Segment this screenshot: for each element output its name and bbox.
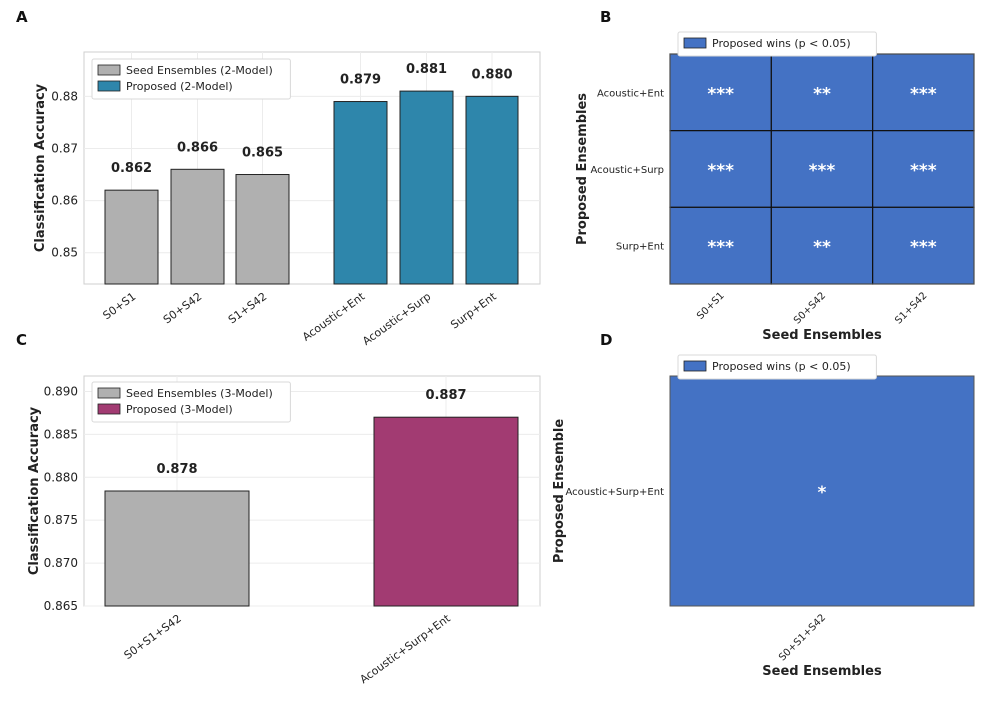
legend-frame [677,354,877,380]
legend: Seed Ensembles (3-Model) Proposed (3-Mode… [91,381,291,423]
x-tick-label: S1+S42 [226,290,269,326]
significance-label: *** [910,161,937,181]
bar-value-label: 0.880 [471,67,512,82]
bar [235,174,290,285]
bar [399,90,454,285]
heatmap-cell [872,206,975,285]
x-tick-label: S1+S42 [893,290,929,326]
significance-label: *** [707,161,734,181]
x-tick-label: S0+S1+S42 [122,612,184,662]
panel-letter: B [600,8,611,26]
significance-label: *** [910,84,937,104]
panel-letter: D [600,331,612,349]
y-axis-label: Proposed Ensembles [575,93,590,245]
legend: Seed Ensembles (2-Model) Proposed (2-Mode… [91,58,291,100]
x-tick-label: Acoustic+Surp [360,290,433,348]
x-tick-label: S0+S1 [101,290,139,322]
bar-value-label: 0.865 [242,146,283,161]
x-tick-label: Acoustic+Surp+Ent [357,612,453,687]
legend-label: Proposed (3-Model) [126,403,233,416]
legend-swatch [97,387,121,399]
y-tick-label: Acoustic+Ent [597,88,664,99]
bar [104,490,250,607]
y-tick-label: Acoustic+Surp+Ent [565,487,664,498]
legend: Proposed wins (p < 0.05) [677,354,877,380]
significance-label: * [818,483,827,503]
significance-label: *** [809,161,836,181]
legend-label: Seed Ensembles (3-Model) [126,387,273,400]
legend-swatch [683,37,707,49]
y-tick-label: 0.86 [51,194,78,208]
bar [104,189,159,285]
legend-label: Seed Ensembles (2-Model) [126,64,273,77]
y-tick-label: 0.885 [44,427,78,441]
legend-swatch [97,403,121,415]
y-tick-label: 0.87 [51,141,78,155]
significance-label: *** [707,238,734,258]
legend-swatch [97,80,121,92]
legend-label: Proposed wins (p < 0.05) [712,360,851,373]
x-tick-label: S0+S1 [695,290,727,322]
heatmap-panel: *** ** ****** *** ****** ** ***Acoustic+EntAco… [575,53,975,343]
x-tick-label: S0+S1+S42 [777,612,828,663]
significance-label: *** [707,84,734,104]
bar [465,95,519,285]
x-tick-label: S0+S42 [161,290,204,326]
bar-value-label: 0.878 [156,462,197,477]
significance-label: ** [813,84,831,104]
y-tick-label: 0.875 [44,513,78,527]
legend: Proposed wins (p < 0.05) [677,31,877,57]
bar [170,168,225,285]
x-tick-label: Acoustic+Ent [300,290,368,344]
x-tick-label: S0+S42 [792,290,828,326]
legend-swatch [683,360,707,372]
panel-letter: C [16,331,27,349]
heatmap-cell [669,206,772,285]
y-tick-label: 0.85 [51,246,78,260]
x-axis-label: Seed Ensembles [762,664,882,679]
bar-value-label: 0.862 [111,161,152,176]
x-tick-label: Surp+Ent [448,290,499,332]
legend-frame [677,31,877,57]
y-axis-label: Classification Accuracy [33,83,48,252]
bar-panel: 0.865 0.870 0.875 0.880 0.885 0.890 0.878 S0+S1… [27,375,541,687]
bar-value-label: 0.887 [425,388,466,403]
legend-frame [91,381,291,423]
bar [333,101,388,285]
legend-frame [91,58,291,100]
significance-label: *** [910,238,937,258]
heatmap-cell [872,130,975,208]
bar-value-label: 0.879 [340,73,381,88]
y-tick-label: 0.880 [44,470,78,484]
y-axis-label: Proposed Ensemble [552,419,567,563]
y-tick-label: 0.890 [44,384,78,398]
legend-label: Proposed (2-Model) [126,80,233,93]
legend-swatch [97,64,121,76]
y-tick-label: 0.870 [44,556,78,570]
panel-letter: A [16,8,28,26]
bar-value-label: 0.881 [406,62,447,77]
y-tick-label: Acoustic+Surp [590,165,664,176]
bar [373,416,519,607]
heatmap-cell [669,130,772,208]
y-axis-label: Classification Accuracy [27,406,42,575]
legend-label: Proposed wins (p < 0.05) [712,37,851,50]
bar-value-label: 0.866 [177,140,218,155]
y-tick-label: 0.865 [44,599,78,613]
significance-label: ** [813,238,831,258]
y-tick-label: Surp+Ent [616,242,664,253]
y-tick-label: 0.88 [51,89,78,103]
x-axis-label: Seed Ensembles [762,328,882,343]
